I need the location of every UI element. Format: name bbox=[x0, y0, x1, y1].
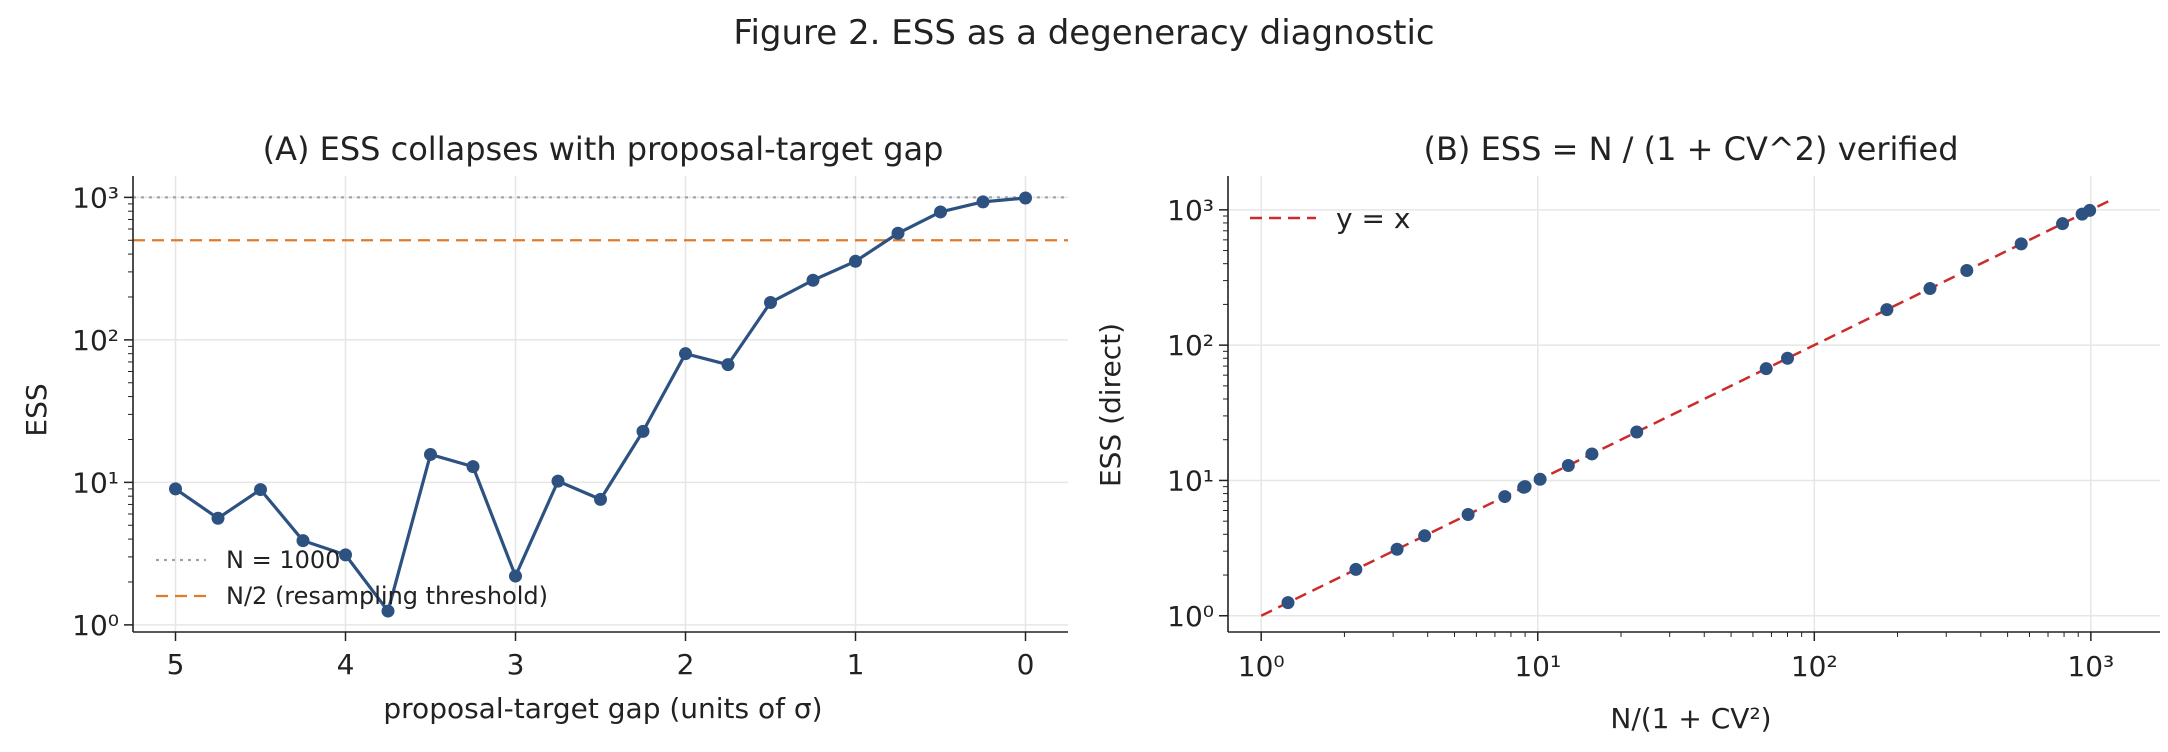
panel-a-data-point bbox=[254, 483, 267, 497]
panel-a-data-point bbox=[976, 195, 990, 209]
panel-a-data-point bbox=[849, 254, 862, 268]
panel-a-x-tick-label: 5 bbox=[167, 648, 185, 681]
panel-a-data-point bbox=[679, 347, 692, 361]
panel-b-x-tick-label: 10⁰ bbox=[1238, 650, 1285, 683]
panel-a-data-point bbox=[551, 474, 565, 488]
panel-b-data-point bbox=[1518, 480, 1532, 494]
panel-b-grid bbox=[1228, 176, 2160, 632]
panel-a-x-tick-label: 0 bbox=[1017, 648, 1035, 681]
panel-a-data-point bbox=[509, 569, 522, 583]
panel-a-title: (A) ESS collapses with proposal-target g… bbox=[263, 130, 944, 168]
panel-b-data-point bbox=[1585, 447, 1599, 461]
panel-a-data-point bbox=[466, 460, 480, 474]
panel-a-y-tick-label: 10² bbox=[72, 324, 119, 357]
panel-a-data-point bbox=[764, 295, 777, 309]
panel-b-data-point bbox=[2014, 237, 2028, 251]
figure-title: Figure 2. ESS as a degeneracy diagnostic bbox=[733, 13, 1434, 53]
panel-b-series bbox=[1281, 203, 2097, 610]
panel-b-y-tick-label: 10⁰ bbox=[1167, 600, 1214, 633]
panel-a-data-point bbox=[424, 447, 437, 461]
panel-b-data-point bbox=[1880, 303, 1894, 317]
panel-b-axes bbox=[1227, 176, 2160, 633]
panel-a-data-point bbox=[296, 534, 310, 548]
panel-a-data-point bbox=[806, 273, 820, 287]
panel-a-y-tick-label: 10³ bbox=[72, 181, 119, 214]
panel-a-ticks: 5 4 3 2 1 0 10⁰ 10¹ 10² 10³ bbox=[72, 181, 1034, 681]
panel-a-chart: 5 4 3 2 1 0 10⁰ 10¹ 10² 10³ (A) ESS collapses wit… bbox=[20, 130, 1068, 725]
panel-a-x-tick-label: 2 bbox=[677, 648, 695, 681]
panel-b-y-tick-label: 10² bbox=[1167, 329, 1214, 362]
panel-a-data-point bbox=[1019, 191, 1032, 205]
panel-b-data-point bbox=[2056, 217, 2070, 231]
panel-b-data-point bbox=[1349, 562, 1363, 576]
panel-b-data-point bbox=[1630, 425, 1644, 439]
panel-b-title: (B) ESS = N / (1 + CV^2) verified bbox=[1423, 130, 1958, 168]
panel-a-x-tick-label: 1 bbox=[847, 648, 865, 681]
panel-b-x-tick-label: 10³ bbox=[2067, 650, 2114, 683]
panel-b-data-point bbox=[1390, 542, 1404, 556]
panel-b-data-point bbox=[1923, 282, 1937, 296]
panel-a-legend: N = 1000 N/2 (resampling threshold) bbox=[156, 546, 548, 610]
panel-b-data-point bbox=[2083, 203, 2097, 217]
panel-a-data-point bbox=[636, 424, 650, 438]
panel-b-y-tick-label: 10³ bbox=[1167, 194, 1214, 227]
panel-b-legend: y = x bbox=[1250, 202, 1410, 235]
panel-b-data-point bbox=[1498, 490, 1512, 504]
panel-b-y-axis-label: ESS (direct) bbox=[1094, 323, 1127, 487]
panel-b-identity-line bbox=[1260, 197, 2114, 617]
panel-a-data-point bbox=[891, 226, 905, 240]
panel-b-data-point bbox=[1533, 472, 1547, 486]
panel-a-x-tick-label: 4 bbox=[337, 648, 355, 681]
panel-a-axes bbox=[132, 176, 1068, 633]
panel-a-data-point bbox=[211, 511, 225, 525]
panel-b-reference-lines bbox=[1260, 197, 2114, 617]
panel-a-data-point bbox=[381, 604, 395, 618]
panel-a-x-axis-label: proposal-target gap (units of σ) bbox=[383, 692, 822, 725]
panel-b-x-tick-label: 10¹ bbox=[1514, 650, 1561, 683]
panel-a-x-tick-label: 3 bbox=[507, 648, 525, 681]
panel-a-reference-lines bbox=[133, 196, 1068, 242]
panel-b-data-point bbox=[1418, 529, 1432, 543]
panel-a-legend-label: N/2 (resampling threshold) bbox=[226, 582, 548, 610]
panel-b-ticks: 10⁰ 10⁰ 10¹ 10¹ 10² 10² 10³ 10³ bbox=[1167, 194, 2114, 683]
panel-b-data-point bbox=[1960, 264, 1974, 278]
panel-b-y-tick-label: 10¹ bbox=[1167, 464, 1214, 497]
panel-b-data-point bbox=[1759, 362, 1773, 376]
panel-a-y-tick-label: 10¹ bbox=[72, 466, 119, 499]
panel-a-y-axis-label: ESS bbox=[20, 383, 53, 436]
panel-b-data-point bbox=[1281, 596, 1295, 610]
panel-a-data-point bbox=[721, 358, 735, 372]
panel-b-x-axis-label: N/(1 + CV²) bbox=[1610, 702, 1771, 735]
panel-a-grid bbox=[133, 176, 1068, 632]
panel-a-data-point bbox=[934, 205, 947, 219]
panel-b-data-point bbox=[1461, 508, 1475, 522]
panel-b-legend-label: y = x bbox=[1336, 202, 1410, 235]
panel-a-data-point bbox=[594, 492, 607, 506]
panel-a-y-tick-label: 10⁰ bbox=[72, 609, 119, 642]
panel-a-data-point bbox=[169, 482, 182, 496]
panel-b-chart: 10⁰ 10⁰ 10¹ 10¹ 10² 10² 10³ 10³ (B) ESS = N / (… bbox=[1094, 130, 2160, 735]
panel-a-legend-label: N = 1000 bbox=[226, 546, 340, 574]
panel-b-x-tick-label: 10² bbox=[1791, 650, 1838, 683]
panel-a-data-point bbox=[339, 548, 352, 562]
panel-b-data-point bbox=[1561, 458, 1575, 472]
panel-a-series bbox=[169, 191, 1032, 618]
panel-b-data-point bbox=[1781, 351, 1795, 365]
